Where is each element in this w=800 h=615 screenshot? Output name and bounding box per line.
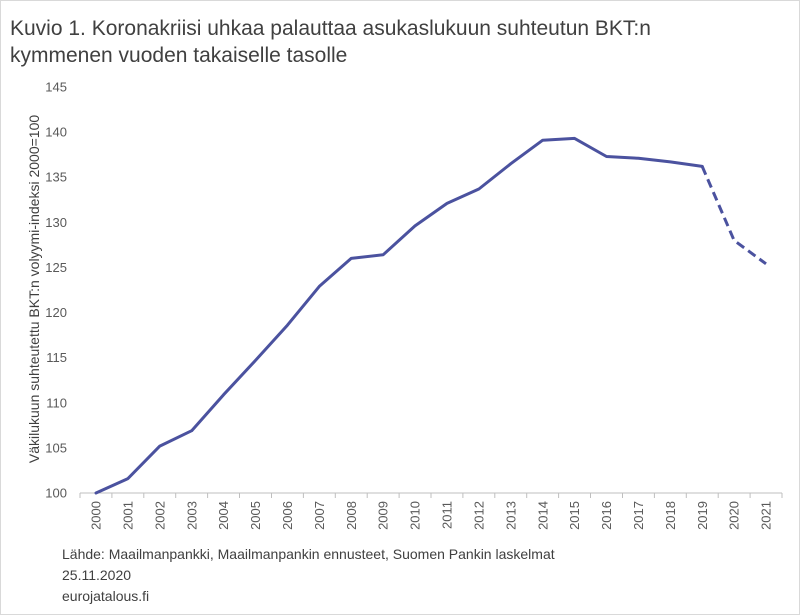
x-tick-label: 2019 [695, 501, 710, 530]
x-tick-label: 2013 [503, 501, 518, 530]
y-tick-label: 135 [45, 170, 67, 185]
y-axis-label: Väkilukuun suhteutettu BKT:n volyymi-ind… [26, 115, 42, 463]
x-tick-label: 2005 [248, 501, 263, 530]
x-tick-label: 2006 [280, 501, 295, 530]
site-name: eurojatalous.fi [62, 588, 150, 604]
x-tick-label: 2017 [631, 501, 646, 530]
x-tick-label: 2015 [567, 501, 582, 530]
y-tick-label: 120 [45, 305, 67, 320]
y-tick-label: 125 [45, 260, 67, 275]
x-tick-label: 2001 [120, 501, 135, 530]
x-tick-label: 2012 [471, 501, 486, 530]
series-line-dashed [700, 165, 767, 266]
y-tick-label: 140 [45, 125, 67, 140]
x-axis-tick-marks [79, 493, 783, 498]
x-tick-label: 2014 [535, 501, 550, 530]
source-note: Lähde: Maailmanpankki, Maailmanpankin en… [62, 546, 555, 562]
x-tick-label: 2000 [89, 501, 104, 530]
x-tick-label: 2018 [663, 501, 678, 530]
x-tick-label: 2003 [184, 501, 199, 530]
y-tick-label: 130 [45, 215, 67, 230]
x-tick-label: 2010 [408, 501, 423, 530]
x-tick-label: 2011 [440, 501, 455, 529]
x-tick-label: 2021 [759, 501, 774, 530]
y-tick-label: 115 [46, 350, 67, 365]
x-tick-label: 2009 [376, 501, 391, 530]
y-axis-ticks: 100 105 110 115 120 125 130 135 140 145 [45, 80, 67, 501]
x-tick-label: 2020 [727, 501, 742, 530]
publish-date: 25.11.2020 [62, 567, 132, 583]
x-tick-label: 2008 [344, 501, 359, 530]
x-axis-labels: 2000 2001 2002 2003 2004 2005 2006 2007 2008 2009… [89, 501, 774, 530]
x-tick-label: 2002 [152, 501, 167, 530]
chart-title: Kuvio 1. Koronakriisi uhkaa palauttaa as… [10, 17, 651, 67]
y-tick-label: 105 [45, 440, 67, 455]
x-tick-label: 2007 [312, 501, 327, 530]
x-tick-label: 2016 [599, 501, 614, 530]
y-tick-label: 145 [45, 80, 67, 95]
y-tick-label: 100 [45, 486, 67, 501]
series-line-solid [94, 136, 704, 495]
x-tick-label: 2004 [216, 501, 231, 530]
y-tick-label: 110 [46, 395, 67, 410]
chart-footer: Lähde: Maailmanpankki, Maailmanpankin en… [62, 544, 555, 607]
